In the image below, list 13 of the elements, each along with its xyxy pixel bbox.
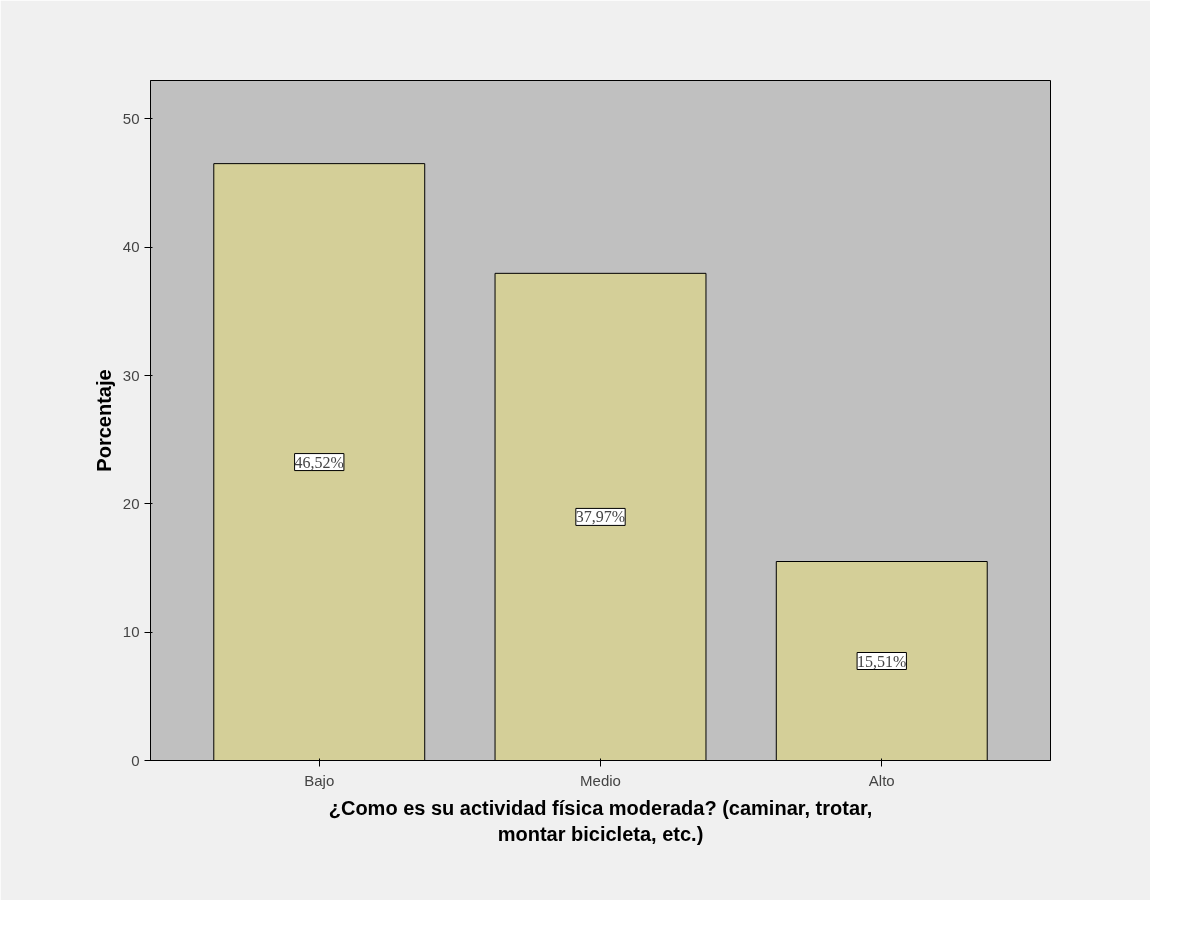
y-axis-title: Porcentaje [92,369,115,472]
y-tick-label: 50 [122,109,140,127]
y-tick-label: 0 [131,751,140,769]
x-tick-label: Bajo [304,771,335,789]
x-axis-title: ¿Como es su actividad física moderada? (caminar, trotar, montar bicicleta, etc.) [328,796,873,845]
y-tick-label: 10 [122,623,140,641]
x-tick-label: Alto [868,771,895,789]
x-tick-label: Medio [580,771,621,789]
y-tick-label: 20 [122,494,140,512]
y-tick-label: 30 [122,366,140,384]
y-tick-label: 40 [122,238,140,256]
data-label: 15,51% [857,652,907,670]
data-label: 37,97% [575,508,626,526]
